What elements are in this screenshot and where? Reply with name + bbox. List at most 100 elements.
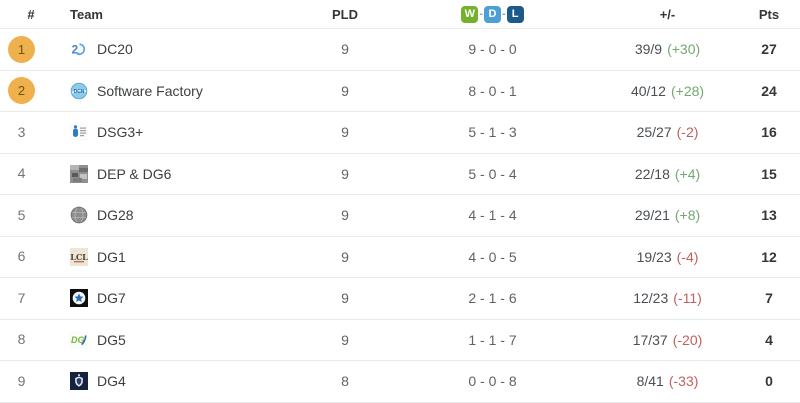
rank-badge: 2: [8, 77, 35, 105]
goals-value: 40/12: [630, 82, 666, 99]
rank-badge: 5: [17, 206, 26, 223]
team-name[interactable]: DG4: [97, 373, 126, 390]
played-value: 9: [290, 28, 400, 70]
svg-text:2: 2: [72, 43, 79, 57]
played-value: 9: [290, 152, 400, 195]
team-name[interactable]: DG28: [97, 207, 134, 224]
goals-value: 39/9: [634, 41, 663, 58]
rank-badge: 7: [17, 289, 26, 306]
points-value: 7: [750, 277, 800, 319]
points-value: 13: [750, 194, 800, 236]
rank-cell: 8: [0, 318, 62, 361]
played-value: 8: [290, 360, 400, 403]
table-row[interactable]: 3 DSG3+ 9 5 - 1 - 3 25/27 (-2) 16: [0, 111, 800, 153]
team-name[interactable]: DG5: [97, 331, 126, 348]
svg-text:DCN: DCN: [74, 89, 85, 95]
plus-minus-cell: 19/23 (-4): [585, 235, 750, 278]
rank-badge: 4: [17, 165, 26, 182]
plus-minus-cell: 22/18 (+4): [585, 152, 750, 195]
rank-cell: 6: [0, 235, 62, 278]
wdl-separator: -: [502, 8, 506, 21]
rank-badge: 6: [17, 248, 26, 265]
team-cell: DG7: [62, 277, 290, 319]
table-header-row: # Team PLD W-D-L +/- Pts: [0, 0, 800, 29]
team-name[interactable]: DG7: [97, 290, 126, 307]
team-logo: DCN: [70, 82, 88, 100]
played-value: 9: [290, 277, 400, 319]
table-row[interactable]: 6 LCL DG1 9 4 - 0 - 5 19/23 (-4) 12: [0, 235, 800, 278]
rank-cell: 7: [0, 277, 62, 319]
plus-minus-cell: 8/41 (-33): [585, 360, 750, 403]
played-value: 9: [290, 194, 400, 236]
team-logo: [70, 289, 88, 308]
loss-badge-icon: L: [506, 5, 524, 23]
team-logo: 2: [70, 40, 88, 58]
team-name[interactable]: DC20: [97, 41, 133, 58]
win-badge-icon: W: [461, 5, 479, 23]
points-value: 15: [750, 152, 800, 195]
wdl-value: 4 - 1 - 4: [400, 194, 585, 236]
goals-value: 17/37: [632, 331, 668, 348]
team-cell: DG4: [62, 360, 290, 403]
dep-dg6-team-logo-icon: [70, 164, 88, 183]
wdl-separator: -: [479, 8, 483, 21]
points-value: 0: [750, 360, 800, 403]
goals-value: 29/21: [634, 207, 670, 224]
rank-column-header: #: [27, 6, 35, 22]
played-value: 9: [290, 111, 400, 153]
wdl-value: 0 - 0 - 8: [400, 360, 585, 403]
plus-minus-column-header: +/-: [659, 6, 676, 22]
team-logo: [70, 206, 88, 224]
played-column-header: PLD: [332, 6, 358, 22]
team-logo: DG: [70, 330, 88, 349]
table-row[interactable]: 8 DG DG5 9 1 - 1 - 7 17/37 (-20) 4: [0, 318, 800, 361]
svg-text:LCL: LCL: [70, 252, 88, 262]
played-value: 9: [290, 69, 400, 112]
wdl-value: 9 - 0 - 0: [400, 28, 585, 70]
goal-diff-value: (-11): [673, 290, 702, 307]
table-row[interactable]: 5 DG28 9 4 - 1 - 4 29/21 (+8) 13: [0, 194, 800, 236]
goals-value: 22/18: [634, 165, 670, 182]
wdl-value: 5 - 1 - 3: [400, 111, 585, 153]
wdl-value: 2 - 1 - 6: [400, 277, 585, 319]
points-value: 16: [750, 111, 800, 153]
goal-diff-value: (+30): [667, 41, 701, 58]
wdl-value: 5 - 0 - 4: [400, 152, 585, 195]
dg1-team-logo-icon: LCL: [70, 247, 88, 266]
wdl-value: 1 - 1 - 7: [400, 318, 585, 361]
team-name[interactable]: DEP & DG6: [97, 165, 172, 182]
points-value: 12: [750, 235, 800, 278]
dg28-team-logo-icon: [70, 206, 88, 224]
goal-diff-value: (+8): [674, 207, 701, 224]
goal-diff-value: (+4): [674, 165, 701, 182]
goals-value: 19/23: [636, 248, 672, 265]
wdl-column-header: W-D-L: [400, 0, 585, 29]
svg-text:DG: DG: [71, 335, 85, 345]
team-name[interactable]: DG1: [97, 248, 126, 265]
played-value: 9: [290, 318, 400, 361]
points-value: 4: [750, 318, 800, 361]
draw-badge-icon: D: [484, 5, 501, 23]
team-name[interactable]: Software Factory: [97, 82, 203, 99]
rank-cell: 1: [0, 28, 62, 70]
software-factory-team-logo-icon: DCN: [70, 82, 88, 100]
points-column-header: Pts: [758, 6, 780, 22]
dg7-team-logo-icon: [70, 289, 88, 308]
goal-diff-value: (-2): [676, 124, 699, 141]
goals-value: 8/41: [636, 373, 664, 390]
team-column-header: Team: [70, 6, 103, 22]
rank-cell: 3: [0, 111, 62, 153]
goals-value: 25/27: [636, 124, 672, 141]
table-row[interactable]: 4 DEP & DG6 9 5 - 0 - 4 22/18 (+4) 15: [0, 152, 800, 195]
team-cell: LCL DG1: [62, 235, 290, 278]
rank-cell: 2: [0, 69, 62, 112]
goal-diff-value: (+28): [670, 82, 705, 99]
team-cell: DSG3+: [62, 111, 290, 153]
plus-minus-cell: 40/12 (+28): [585, 69, 750, 112]
table-row[interactable]: 7 DG7 9 2 - 1 - 6 12/23 (-11) 7: [0, 277, 800, 319]
table-row[interactable]: 9 DG4 8 0 - 0 - 8 8/41 (-33) 0: [0, 360, 800, 403]
team-name[interactable]: DSG3+: [97, 124, 144, 141]
table-row[interactable]: 1 2 DC20 9 9 - 0 - 0 39/9 (+30) 27: [0, 28, 800, 70]
table-row[interactable]: 2 DCN Software Factory 9 8 - 0 - 1 40/12…: [0, 69, 800, 112]
